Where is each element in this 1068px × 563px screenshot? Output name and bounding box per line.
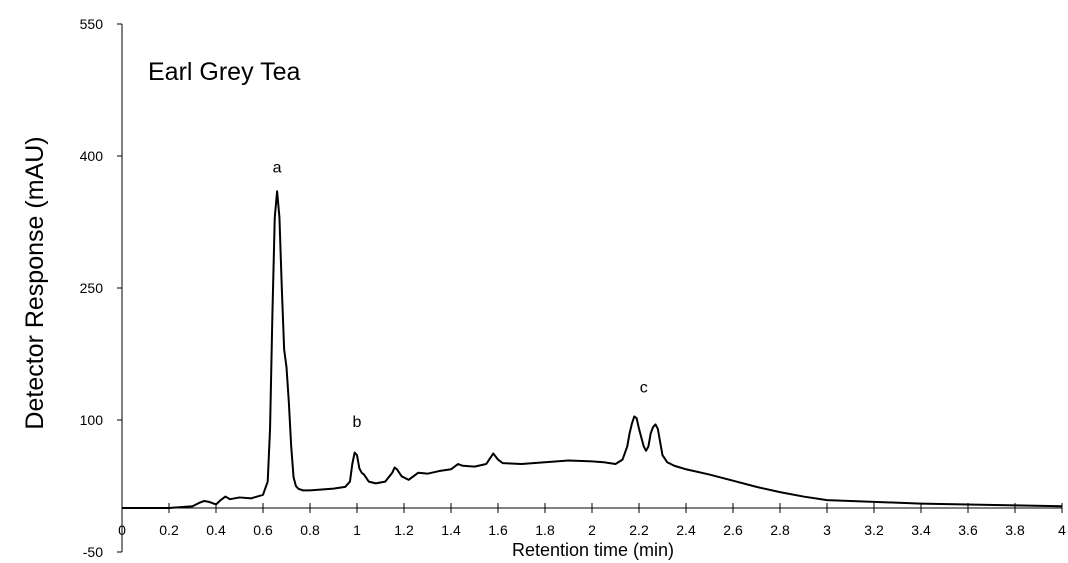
x-tick-label: 0.8 [300,522,320,538]
x-tick-label: 3.6 [958,522,978,538]
x-tick-label: 2.2 [629,522,649,538]
x-tick-label: 1 [353,522,361,538]
x-tick-label: 1.8 [535,522,555,538]
peak-label-a: a [273,160,282,177]
x-tick-label: 3 [823,522,831,538]
x-tick-label: 0 [118,522,126,538]
peak-labels: a b c [273,160,648,431]
y-axis-title: Detector Response (mAU) [21,136,49,429]
x-tick-label: 1.2 [394,522,414,538]
series-line [122,190,1063,509]
y-tick-label: 100 [80,412,104,428]
chart-title: Earl Grey Tea [148,58,300,86]
y-tick-label: 400 [80,148,104,164]
peak-label-c: c [640,380,648,397]
x-tick-label: 2.8 [770,522,790,538]
x-tick-label: 3.4 [911,522,931,538]
y-axis-ticks: 550 400 250 100 -50 [80,16,122,560]
y-tick-label: 250 [80,280,104,296]
axes [121,24,1062,552]
x-tick-label: 3.2 [864,522,884,538]
x-tick-label: 1.6 [488,522,508,538]
x-tick-label: 0.4 [206,522,226,538]
x-tick-label: 4 [1058,522,1066,538]
y-tick-label: 550 [80,16,104,32]
y-tick-label: -50 [83,544,103,560]
x-tick-label: 2.4 [676,522,696,538]
x-tick-label: 1.4 [441,522,461,538]
x-tick-label: 0.6 [253,522,273,538]
x-tick-label: 0.2 [159,522,179,538]
x-tick-label: 2 [588,522,596,538]
x-axis-title: Retention time (min) [512,540,674,560]
x-axis-ticks: 0 0.2 0.4 0.6 0.8 1 1.2 1.4 1.6 1.8 2 2.2 2.4 2.6 2.8 3… [118,503,1066,538]
peak-label-b: b [353,414,362,431]
series-layer [122,190,1063,509]
x-tick-label: 3.8 [1005,522,1025,538]
x-tick-label: 2.6 [723,522,743,538]
